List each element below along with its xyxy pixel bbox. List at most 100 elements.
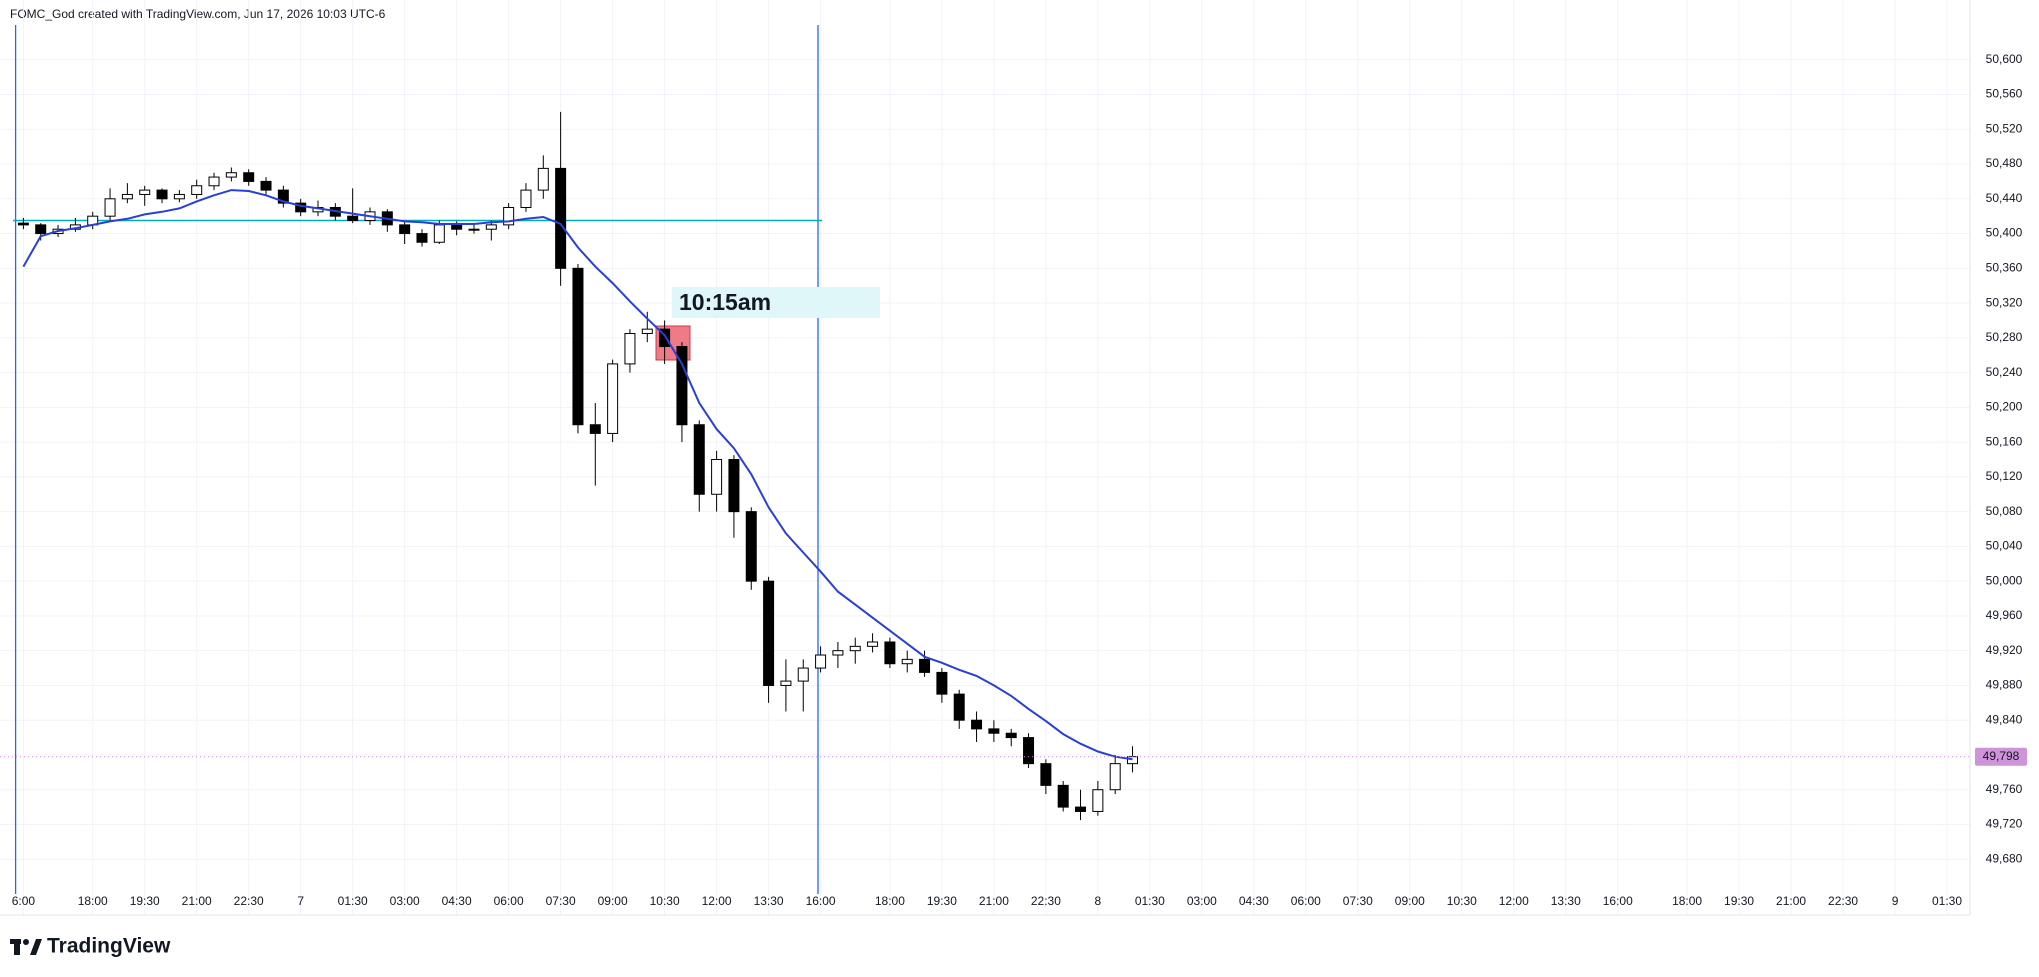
x-tick-label: 04:30 (1239, 894, 1269, 908)
last-price-label: 49,798 (1983, 749, 2020, 763)
annotation-box (672, 287, 880, 318)
y-tick-label: 49,880 (1986, 678, 2023, 692)
x-tick-label: 19:30 (1724, 894, 1754, 908)
x-tick-label: 12:00 (1499, 894, 1529, 908)
y-tick-label: 49,960 (1986, 608, 2023, 622)
x-tick-label: 22:30 (1031, 894, 1061, 908)
candle-body (919, 658, 931, 673)
x-tick-label: 04:30 (442, 894, 472, 908)
candle-body (676, 346, 688, 426)
candle-body (485, 224, 497, 230)
candle-body (416, 233, 428, 243)
x-tick-label: 10:30 (1447, 894, 1477, 908)
x-tick-label: 9 (1892, 894, 1899, 908)
candle-body (693, 424, 705, 495)
candle-body (17, 222, 29, 226)
y-tick-label: 50,040 (1986, 539, 2023, 553)
candle-body (225, 172, 237, 178)
y-tick-label: 50,560 (1986, 87, 2023, 101)
candle-body (728, 459, 740, 513)
x-tick-label: 01:30 (338, 894, 368, 908)
candle-body (953, 693, 965, 721)
candle-body (520, 189, 532, 208)
x-tick-label: 13:30 (754, 894, 784, 908)
y-tick-label: 50,120 (1986, 469, 2023, 483)
x-tick-label: 21:00 (1776, 894, 1806, 908)
x-tick-label: 21:00 (182, 894, 212, 908)
candle-body (139, 189, 151, 195)
candle-body (971, 719, 983, 730)
y-tick-label: 50,200 (1986, 400, 2023, 414)
x-tick-label: 22:30 (234, 894, 264, 908)
candle-body (537, 167, 549, 191)
x-tick-label: 07:30 (1343, 894, 1373, 908)
y-tick-label: 49,720 (1986, 817, 2023, 831)
candle-body (104, 198, 116, 217)
candle-body (347, 215, 359, 222)
header-text: FOMC_God created with TradingView.com, J… (10, 7, 386, 21)
candle-body (659, 328, 671, 348)
candle-body (780, 680, 792, 686)
candle-body (1057, 784, 1069, 808)
candle-body (832, 650, 844, 656)
x-tick-label: 22:30 (1828, 894, 1858, 908)
x-tick-label: 8 (1095, 894, 1102, 908)
candle-body (589, 424, 601, 434)
candle-body (1127, 756, 1139, 765)
x-tick-label: 13:30 (1551, 894, 1581, 908)
x-tick-label: 18:00 (1672, 894, 1702, 908)
logo-shape (30, 939, 42, 955)
candle-body (867, 641, 879, 647)
candle-body (243, 172, 255, 182)
y-tick-label: 49,840 (1986, 712, 2023, 726)
logo-shape (23, 939, 29, 945)
annotation-text: 10:15am (679, 289, 771, 315)
x-tick-label: 18:00 (875, 894, 905, 908)
moving-average-line (22, 189, 1133, 761)
grid (0, 0, 1970, 915)
candle-body (503, 206, 515, 226)
candle-body (121, 193, 133, 200)
candle-body (451, 224, 463, 230)
candle-body (1040, 763, 1052, 786)
candle-body (572, 267, 584, 426)
y-tick-label: 50,240 (1986, 365, 2023, 379)
x-tick-label: 09:00 (1395, 894, 1425, 908)
x-tick-label: 19:30 (927, 894, 957, 908)
candle-body (191, 185, 203, 195)
y-tick-label: 50,000 (1986, 573, 2023, 587)
candle-body (173, 193, 185, 200)
x-tick-label: 09:00 (598, 894, 628, 908)
candle-body (399, 224, 411, 235)
candle-body (901, 658, 913, 665)
candle-body (624, 332, 636, 365)
y-tick-label: 50,160 (1986, 434, 2023, 448)
candle-body (208, 176, 220, 187)
y-tick-label: 50,280 (1986, 330, 2023, 344)
logo-text: TradingView (47, 935, 171, 958)
candle-body (1075, 806, 1087, 812)
x-tick-label: 01:30 (1135, 894, 1165, 908)
candle-body (815, 654, 827, 669)
x-tick-label: 16:00 (1603, 894, 1633, 908)
x-tick-label: 12:00 (702, 894, 732, 908)
candle-body (1092, 789, 1104, 812)
logo-shape (14, 939, 20, 955)
y-tick-label: 49,680 (1986, 851, 2023, 865)
candle-body (849, 645, 861, 652)
y-tick-label: 50,440 (1986, 191, 2023, 205)
x-tick-label: 7 (297, 894, 304, 908)
y-tick-label: 50,080 (1986, 504, 2023, 518)
candle-body (277, 189, 289, 204)
y-tick-label: 50,480 (1986, 156, 2023, 170)
candle-body (884, 641, 896, 665)
x-tick-label: 6:00 (12, 894, 36, 908)
candle-body (988, 728, 1000, 734)
candle-body (763, 580, 775, 686)
candle-body (1109, 763, 1121, 791)
x-tick-label: 21:00 (979, 894, 1009, 908)
y-tick-label: 49,760 (1986, 782, 2023, 796)
x-tick-label: 03:00 (1187, 894, 1217, 908)
candle-body (555, 167, 567, 269)
